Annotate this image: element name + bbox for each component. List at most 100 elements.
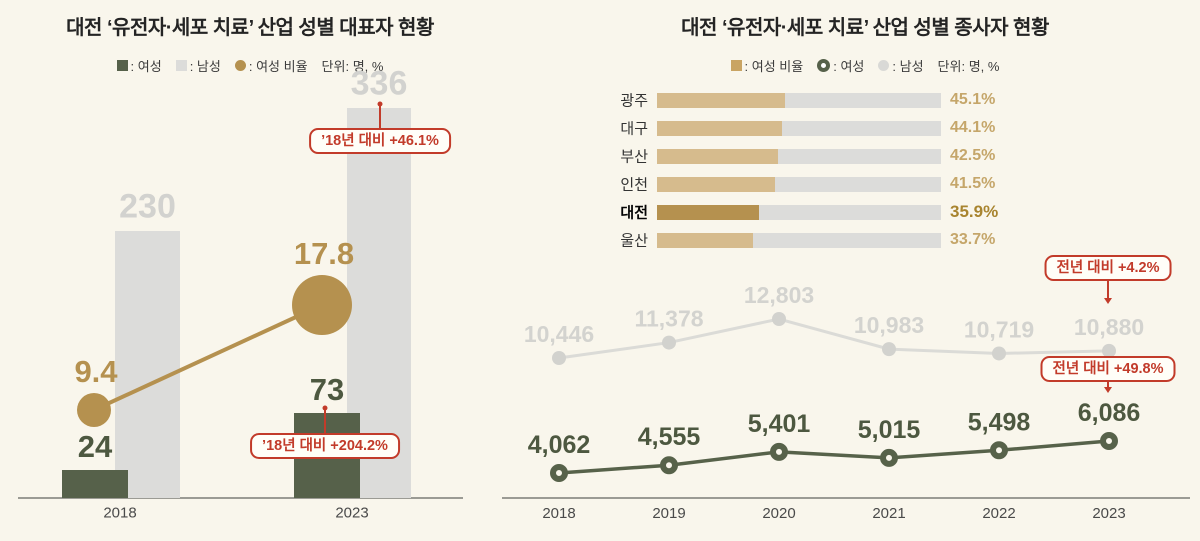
male-point-2019	[662, 335, 676, 350]
annotation-arrow-down-icon	[1104, 298, 1112, 304]
female-value-label: 73	[309, 372, 345, 408]
annotation-box: 전년 대비 +49.8%	[1040, 356, 1176, 382]
male-point-2023	[1102, 343, 1116, 358]
female-line	[558, 439, 1110, 475]
left-chart-legend: : 여성 : 남성 : 여성 비율 단위: 명, %	[0, 56, 500, 75]
city-ratio-value: 44.1%	[950, 119, 996, 136]
legend-item: : 남성	[878, 56, 924, 75]
x-axis-label-2018: 2018	[542, 505, 575, 522]
male-value-label: 10,446	[524, 321, 594, 347]
workers-line-plot: 10,446 11,378 12,803 10,983 10,719 10,880 4,06…	[502, 282, 1190, 522]
male-value-label: 11,378	[634, 306, 703, 332]
city-bar-fill	[657, 93, 786, 108]
annotation-box: ’18년 대비 +204.2%	[250, 433, 400, 459]
male-value-label: 10,983	[854, 312, 924, 338]
city-label-6: 울산	[620, 232, 648, 250]
female-ratio-connector	[93, 303, 323, 412]
city-bar-fill	[657, 177, 775, 192]
annotation-box: 전년 대비 +4.2%	[1044, 255, 1172, 281]
annotation-box: ’18년 대비 +46.1%	[309, 128, 451, 154]
city-ratio-value: 42.5%	[950, 147, 996, 164]
right-chart-legend: : 여성 비율 : 여성 : 남성 단위: 명, %	[515, 56, 1200, 75]
annotation-pointer-line	[1107, 380, 1109, 387]
male-value-label: 10,719	[964, 316, 1034, 342]
male-point-2018	[552, 351, 566, 365]
city-ratio-value: 33.7%	[950, 231, 996, 248]
female-value-label: 4,062	[528, 431, 591, 459]
female-ratio-label: 9.4	[74, 354, 118, 389]
female-point-2020	[770, 442, 788, 461]
male-line	[558, 317, 1110, 360]
city-bar-fill	[657, 121, 783, 136]
female-ratio-bubble-2018	[77, 393, 111, 427]
donut-swatch-icon	[817, 59, 831, 72]
male-point-2021	[882, 342, 896, 357]
x-axis-label-2021: 2021	[872, 505, 905, 522]
city-label-4: 인천	[620, 176, 648, 194]
city-bar-fill	[657, 233, 753, 248]
city-bar-fill	[657, 149, 778, 164]
legend-item: : 여성 비율	[730, 56, 803, 75]
city-label-5: 대전	[620, 204, 648, 222]
circle-swatch-icon	[878, 60, 890, 71]
legend-item: : 여성	[817, 56, 864, 75]
left-chart-title: 대전 ‘유전자·세포 치료’ 산업 성별 대표자 현황	[66, 17, 434, 39]
female-value-label: 5,498	[968, 408, 1031, 436]
female-value-label: 6,086	[1078, 399, 1141, 427]
annotation-pointer-dot	[377, 101, 383, 107]
square-swatch-icon	[116, 60, 128, 71]
legend-item: : 여성	[116, 56, 162, 75]
male-value-label: 336	[350, 64, 408, 103]
male-point-2020	[772, 312, 786, 326]
unit-label: 단위: 명, %	[321, 59, 384, 74]
annotation-pointer-line	[324, 410, 326, 433]
x-axis-label-2019: 2019	[652, 505, 685, 522]
female-ratio-label: 17.8	[293, 236, 355, 271]
annotation-pointer-line	[379, 106, 381, 128]
x-axis-label-2020: 2020	[762, 505, 795, 522]
unit-label: 단위: 명, %	[937, 59, 1000, 74]
x-axis-label-2022: 2022	[982, 505, 1015, 522]
legend-item: : 남성	[175, 56, 221, 75]
female-value-label: 5,401	[748, 410, 811, 438]
city-ratio-value: 45.1%	[950, 91, 996, 108]
female-ratio-bubble-2023	[292, 275, 352, 335]
male-value-label: 12,803	[744, 282, 814, 308]
female-point-2022	[990, 441, 1008, 460]
male-bar-2018	[115, 231, 180, 498]
annotation-arrow-down-icon	[1104, 387, 1112, 393]
left-x-axis	[18, 497, 463, 499]
city-bar-fill	[657, 205, 759, 220]
legend-item: : 여성 비율	[234, 56, 308, 75]
female-value-label: 5,015	[858, 416, 921, 444]
female-point-2023	[1100, 432, 1118, 450]
city-ratio-value: 35.9%	[950, 202, 999, 221]
city-label-3: 부산	[620, 148, 648, 166]
female-point-2019	[660, 456, 678, 475]
annotation-pointer-dot	[322, 405, 328, 411]
male-point-2022	[992, 346, 1006, 361]
city-ratio-value: 41.5%	[950, 175, 996, 192]
male-value-label: 10,880	[1074, 314, 1144, 340]
female-value-label: 24	[77, 429, 113, 465]
male-value-label: 230	[119, 187, 176, 226]
female-point-2018	[550, 464, 568, 482]
square-swatch-icon	[730, 60, 742, 71]
square-swatch-icon	[175, 60, 187, 71]
female-value-label: 4,555	[638, 423, 701, 451]
city-label-1: 광주	[620, 92, 648, 110]
female-point-2021	[880, 448, 898, 467]
city-label-2: 대구	[620, 120, 648, 138]
female-bar-2018	[62, 470, 128, 498]
x-axis-label-2018: 2018	[103, 504, 137, 522]
x-axis-label-2023: 2023	[335, 504, 369, 522]
circle-swatch-icon	[234, 60, 246, 71]
x-axis-label-2023: 2023	[1092, 505, 1125, 522]
female-ratio-bubble-line	[77, 275, 352, 427]
annotation-pointer-line	[1107, 279, 1109, 298]
right-chart-title: 대전 ‘유전자·세포 치료’ 산업 성별 종사자 현황	[681, 17, 1049, 39]
